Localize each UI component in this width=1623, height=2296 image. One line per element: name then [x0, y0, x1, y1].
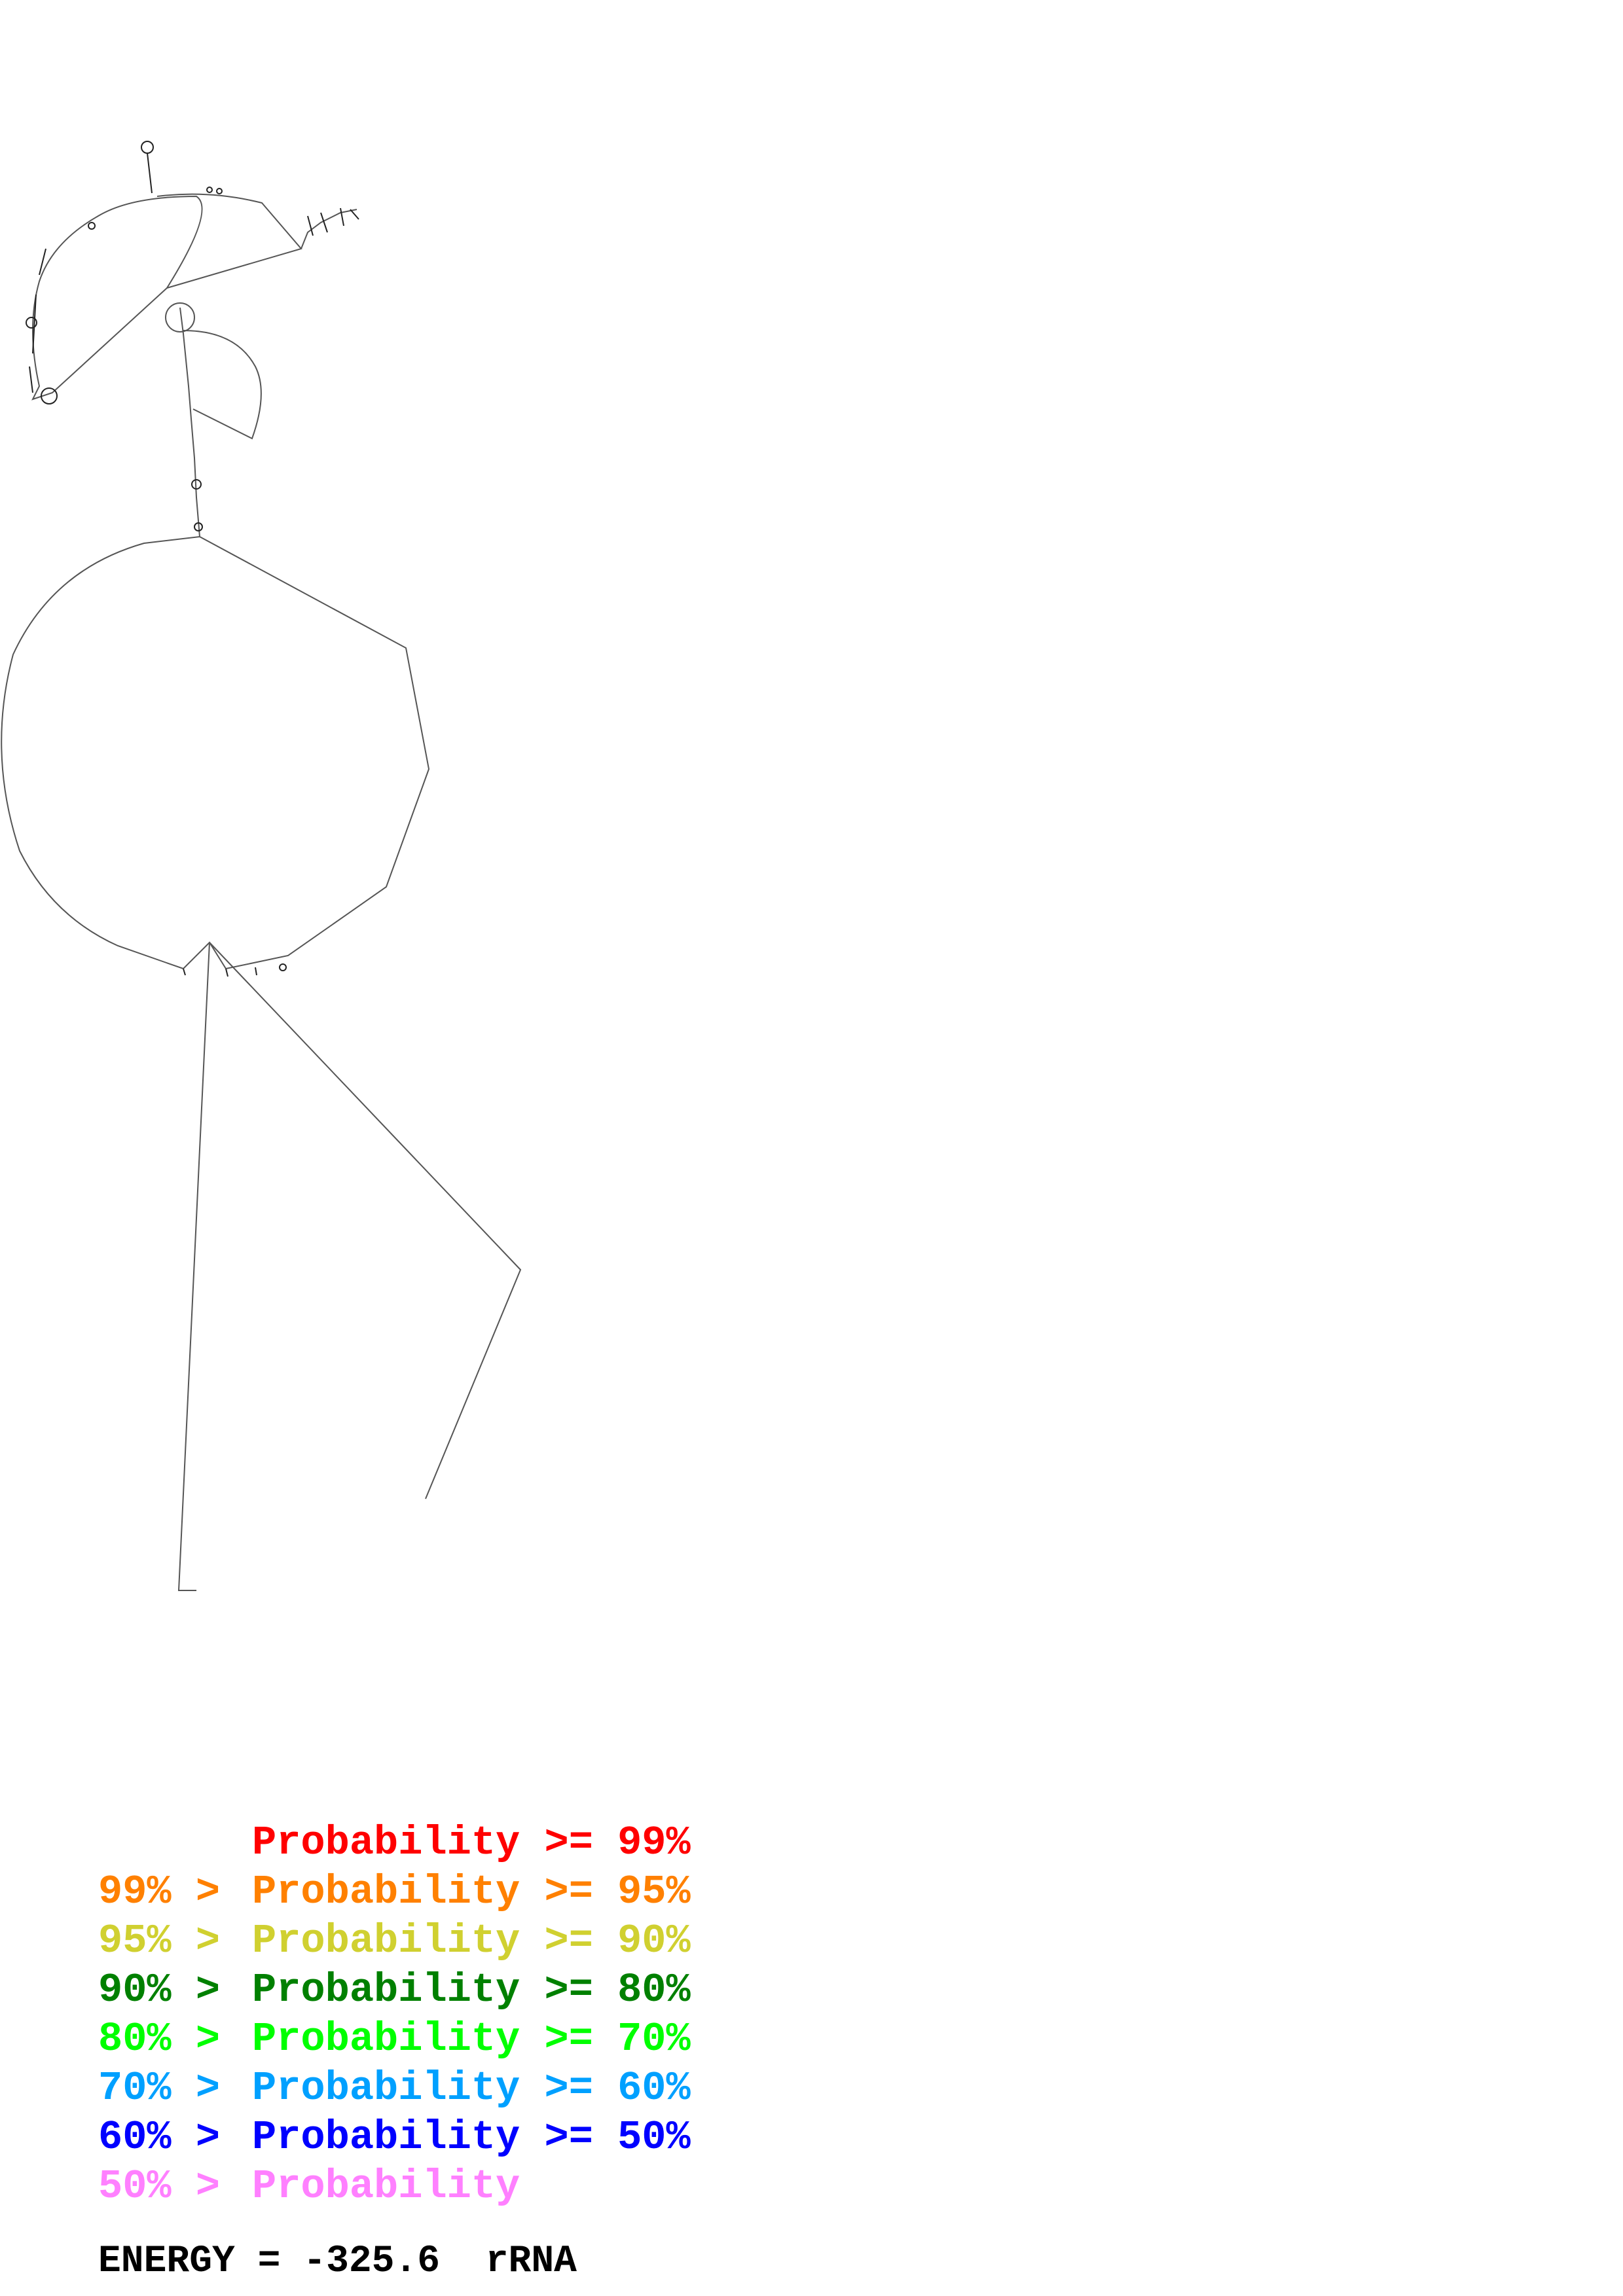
legend-row-below-50: 50% > Probability [98, 2166, 520, 2207]
rna-structure-diagram [1, 141, 522, 1591]
energy-readout: ENERGY = -325.6 rRNA [98, 2242, 577, 2282]
legend-label: Probability [252, 1869, 520, 1915]
legend-prefix: 99% > [98, 1869, 221, 1915]
legend-prefix: 90% > [98, 1967, 221, 2013]
legend-prefix: 70% > [98, 2065, 221, 2111]
hairpin-small-2 [216, 188, 223, 194]
hairpin-small-3 [88, 222, 96, 230]
upper-branch [156, 193, 302, 289]
legend-label: Probability [252, 1967, 520, 2013]
legend-suffix: >= 95% [520, 1869, 691, 1915]
hairpin-stem-top [147, 152, 153, 194]
energy-label: ENERGY = [98, 2240, 281, 2283]
legend-suffix: >= 60% [520, 2065, 691, 2111]
legend-prefix: 50% > [98, 2163, 221, 2210]
main-loop [1, 535, 430, 970]
hairpin-small-6 [191, 479, 202, 490]
legend-suffix: >= 99% [520, 1820, 691, 1866]
tail-strand-right [209, 942, 522, 1499]
hairpin-bottom-left [183, 968, 186, 976]
side-lobe [183, 330, 262, 440]
legend-row-80: 90% > Probability >= 80% [98, 1970, 691, 2011]
hairpin-stem-left [29, 248, 46, 393]
legend-suffix: >= 90% [520, 1918, 691, 1964]
hairpin-small-7 [194, 522, 203, 531]
legend-suffix: >= 50% [520, 2114, 691, 2161]
legend-row-90: 95% > Probability >= 90% [98, 1921, 691, 1962]
hairpin-cluster-right [307, 207, 359, 236]
hairpin-top [141, 141, 154, 154]
right-branch [301, 209, 357, 249]
legend-prefix: 80% > [98, 2016, 221, 2062]
legend-row-99: Probability >= 99% [98, 1823, 691, 1863]
hairpin-bottom-right [225, 967, 257, 977]
rna-type: rRNA [485, 2240, 577, 2283]
legend-suffix: >= 70% [520, 2016, 691, 2062]
legend-label: Probability [252, 2163, 520, 2210]
junction-loop [165, 302, 195, 332]
hairpin-small-8 [279, 963, 287, 971]
legend-row-60: 70% > Probability >= 60% [98, 2068, 691, 2109]
legend-suffix: >= 80% [520, 1967, 691, 2013]
legend-row-50: 60% > Probability >= 50% [98, 2117, 691, 2158]
legend-label: Probability [252, 1820, 520, 1866]
legend-label: Probability [252, 2114, 520, 2161]
legend-label: Probability [252, 2016, 520, 2062]
legend-row-95: 99% > Probability >= 95% [98, 1872, 691, 1912]
hairpin-small-4 [26, 317, 37, 329]
legend-prefix: 95% > [98, 1918, 221, 1964]
legend-label: Probability [252, 2065, 520, 2111]
legend-prefix: 60% > [98, 2114, 221, 2161]
energy-value: -325.6 [303, 2240, 441, 2283]
tail-strand-left [177, 942, 210, 1591]
hairpin-small-5 [41, 387, 58, 404]
legend-row-70: 80% > Probability >= 70% [98, 2019, 691, 2060]
central-stem [179, 307, 200, 537]
upper-arc [31, 195, 203, 401]
hairpin-small-1 [206, 187, 213, 193]
legend-label: Probability [252, 1918, 520, 1964]
